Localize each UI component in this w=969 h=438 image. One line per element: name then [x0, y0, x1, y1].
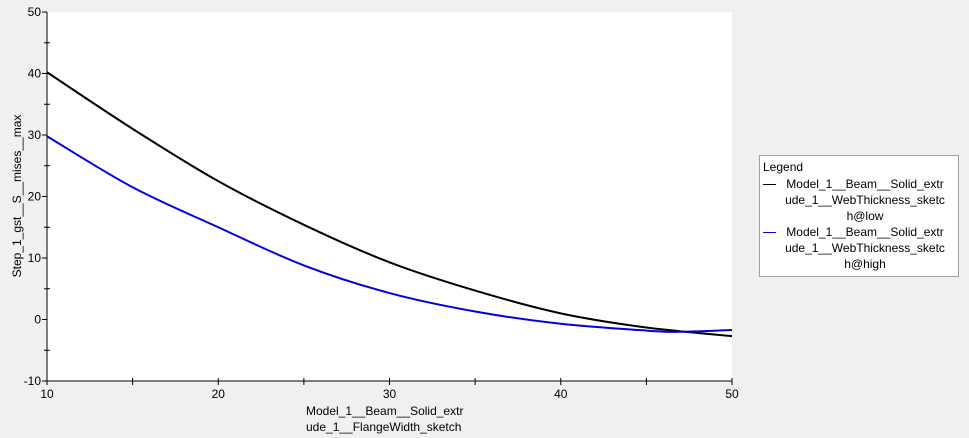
x-axis-label-line: Model_1__Beam__Solid_extr: [306, 404, 464, 418]
legend-label-line: Model_1__Beam__Solid_extr: [786, 177, 944, 191]
x-tick-label: 50: [725, 387, 739, 401]
y-tick-label: 50: [28, 5, 42, 19]
x-axis-label-line: ude_1__FlangeWidth_sketch: [306, 420, 462, 434]
legend-label-line: h@high: [844, 257, 886, 271]
y-tick-label: -10: [24, 374, 42, 388]
series-line-1: [46, 135, 733, 333]
legend-swatch: [763, 232, 776, 233]
y-tick-label: 0: [34, 313, 41, 327]
legend-label-line: Model_1__Beam__Solid_extr: [786, 225, 944, 239]
legend: Legend Model_1__Beam__Solid_extr ude_1__…: [759, 155, 959, 277]
legend-entry-low: Model_1__Beam__Solid_extr ude_1__WebThic…: [763, 176, 955, 224]
legend-label: Model_1__Beam__Solid_extr ude_1__WebThic…: [780, 176, 950, 224]
legend-entry-high: Model_1__Beam__Solid_extr ude_1__WebThic…: [763, 224, 955, 272]
x-tick-label: 20: [212, 387, 226, 401]
x-tick-label: 30: [383, 387, 397, 401]
legend-label: Model_1__Beam__Solid_extr ude_1__WebThic…: [780, 224, 950, 272]
legend-label-line: ude_1__WebThickness_sketc: [785, 193, 945, 207]
legend-swatch: [763, 184, 776, 185]
x-tick-label: 10: [40, 387, 54, 401]
plot-area: [47, 12, 732, 381]
legend-label-line: ude_1__WebThickness_sketc: [785, 241, 945, 255]
x-axis-label: Model_1__Beam__Solid_extr ude_1__FlangeW…: [306, 403, 463, 435]
y-tick-label: 10: [28, 251, 42, 265]
y-tick-label: 40: [28, 67, 42, 81]
y-tick-label: 30: [28, 128, 42, 142]
series-line-0: [46, 71, 733, 338]
y-axis-label: Step_1_gst__S__mises__max: [10, 115, 24, 278]
y-tick-label: 20: [28, 190, 42, 204]
legend-label-line: h@low: [846, 209, 884, 223]
legend-title: Legend: [763, 160, 804, 174]
x-tick-label: 40: [554, 387, 568, 401]
